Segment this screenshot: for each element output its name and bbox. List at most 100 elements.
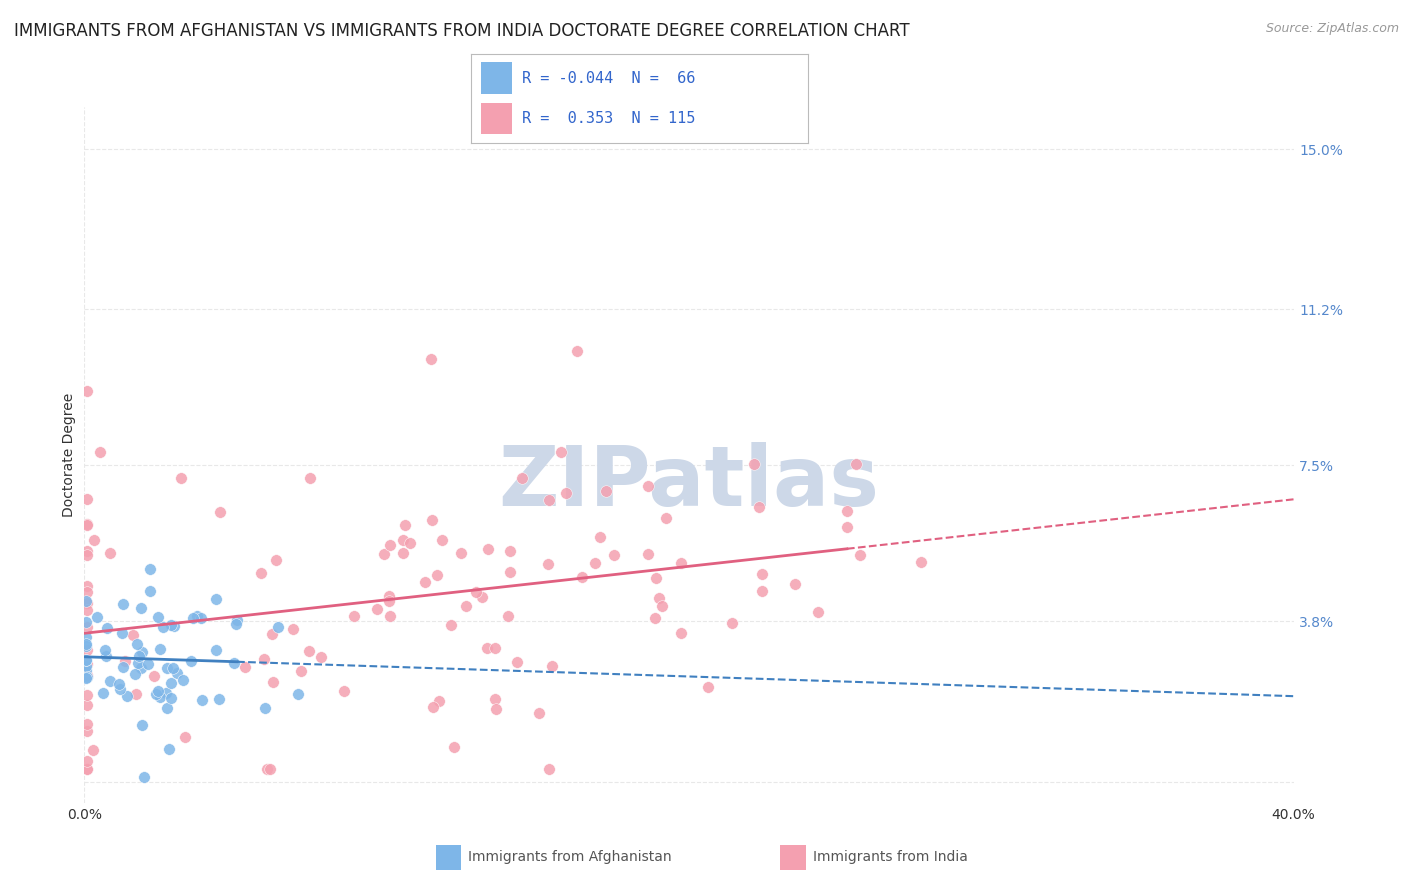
Point bbox=[76, 657, 98, 671]
Point bbox=[173, 731, 195, 745]
Point bbox=[266, 620, 288, 634]
Point bbox=[91, 686, 114, 700]
Point bbox=[131, 718, 153, 732]
Point bbox=[76, 384, 98, 399]
Point bbox=[122, 628, 145, 642]
Point bbox=[160, 675, 183, 690]
Point bbox=[96, 621, 118, 635]
Point bbox=[477, 641, 499, 656]
Point bbox=[162, 661, 184, 675]
Point bbox=[208, 692, 231, 706]
Point bbox=[443, 740, 465, 755]
Point bbox=[98, 674, 121, 689]
Point bbox=[422, 699, 444, 714]
Point bbox=[496, 609, 519, 624]
Text: Immigrants from Afghanistan: Immigrants from Afghanistan bbox=[468, 850, 672, 864]
Point bbox=[76, 643, 98, 657]
Point bbox=[75, 653, 97, 667]
Point bbox=[76, 516, 98, 531]
Point bbox=[75, 639, 97, 653]
Point bbox=[499, 543, 522, 558]
Point bbox=[264, 553, 287, 567]
Point bbox=[82, 743, 104, 757]
Point bbox=[589, 530, 612, 544]
Point bbox=[76, 603, 98, 617]
Point bbox=[76, 517, 98, 532]
Point bbox=[637, 478, 659, 492]
Point bbox=[550, 445, 572, 459]
Point bbox=[76, 754, 98, 768]
Point bbox=[366, 602, 388, 616]
Point bbox=[146, 610, 169, 624]
Point bbox=[76, 620, 98, 634]
Point bbox=[75, 594, 97, 608]
Point bbox=[256, 762, 278, 776]
Point bbox=[485, 701, 508, 715]
Point bbox=[131, 601, 153, 615]
Point bbox=[136, 657, 159, 671]
Point bbox=[125, 687, 148, 701]
Point bbox=[76, 596, 98, 610]
Point bbox=[112, 597, 135, 611]
Point bbox=[205, 643, 228, 657]
Point bbox=[648, 591, 671, 605]
Point bbox=[75, 615, 97, 629]
Point bbox=[380, 609, 402, 624]
Point bbox=[156, 661, 179, 675]
Point bbox=[76, 548, 98, 562]
Point bbox=[139, 583, 162, 598]
Point bbox=[75, 671, 97, 685]
Point bbox=[86, 609, 108, 624]
Point bbox=[143, 669, 166, 683]
Point bbox=[378, 589, 401, 603]
Point bbox=[343, 608, 366, 623]
Point bbox=[373, 547, 395, 561]
Text: ZIPatlas: ZIPatlas bbox=[499, 442, 879, 524]
Text: Source: ZipAtlas.com: Source: ZipAtlas.com bbox=[1265, 22, 1399, 36]
Point bbox=[333, 684, 356, 698]
Point bbox=[186, 609, 208, 624]
Point bbox=[751, 567, 773, 582]
Point bbox=[76, 724, 98, 739]
Point bbox=[124, 666, 146, 681]
Point bbox=[742, 457, 765, 471]
Point bbox=[108, 681, 131, 696]
Point bbox=[134, 771, 156, 785]
Point bbox=[166, 665, 188, 680]
Point bbox=[510, 471, 533, 485]
Point bbox=[160, 691, 183, 706]
Point bbox=[413, 574, 436, 589]
Point bbox=[420, 351, 443, 366]
Point bbox=[309, 650, 332, 665]
Point bbox=[76, 543, 98, 558]
Point bbox=[651, 599, 673, 613]
Point bbox=[669, 626, 692, 640]
Point bbox=[426, 568, 449, 582]
Point bbox=[76, 717, 98, 731]
Point bbox=[595, 483, 617, 498]
Point bbox=[440, 618, 463, 632]
Text: Immigrants from India: Immigrants from India bbox=[813, 850, 967, 864]
Point bbox=[748, 500, 770, 514]
Point bbox=[75, 653, 97, 667]
Point bbox=[75, 630, 97, 644]
Point bbox=[76, 670, 98, 684]
Point bbox=[250, 566, 273, 580]
Point bbox=[910, 555, 932, 569]
Point bbox=[75, 663, 97, 677]
Point bbox=[98, 546, 121, 560]
Text: IMMIGRANTS FROM AFGHANISTAN VS IMMIGRANTS FROM INDIA DOCTORATE DEGREE CORRELATIO: IMMIGRANTS FROM AFGHANISTAN VS IMMIGRANT… bbox=[14, 22, 910, 40]
Point bbox=[290, 664, 312, 678]
Point bbox=[128, 648, 150, 663]
Point bbox=[75, 637, 97, 651]
Point bbox=[583, 556, 606, 570]
Point bbox=[129, 661, 152, 675]
Point bbox=[391, 546, 413, 560]
Point bbox=[222, 657, 245, 671]
Point bbox=[191, 693, 214, 707]
Point bbox=[637, 547, 659, 561]
Point bbox=[115, 689, 138, 703]
Point bbox=[114, 655, 136, 669]
Point bbox=[94, 643, 117, 657]
Point bbox=[127, 657, 149, 671]
